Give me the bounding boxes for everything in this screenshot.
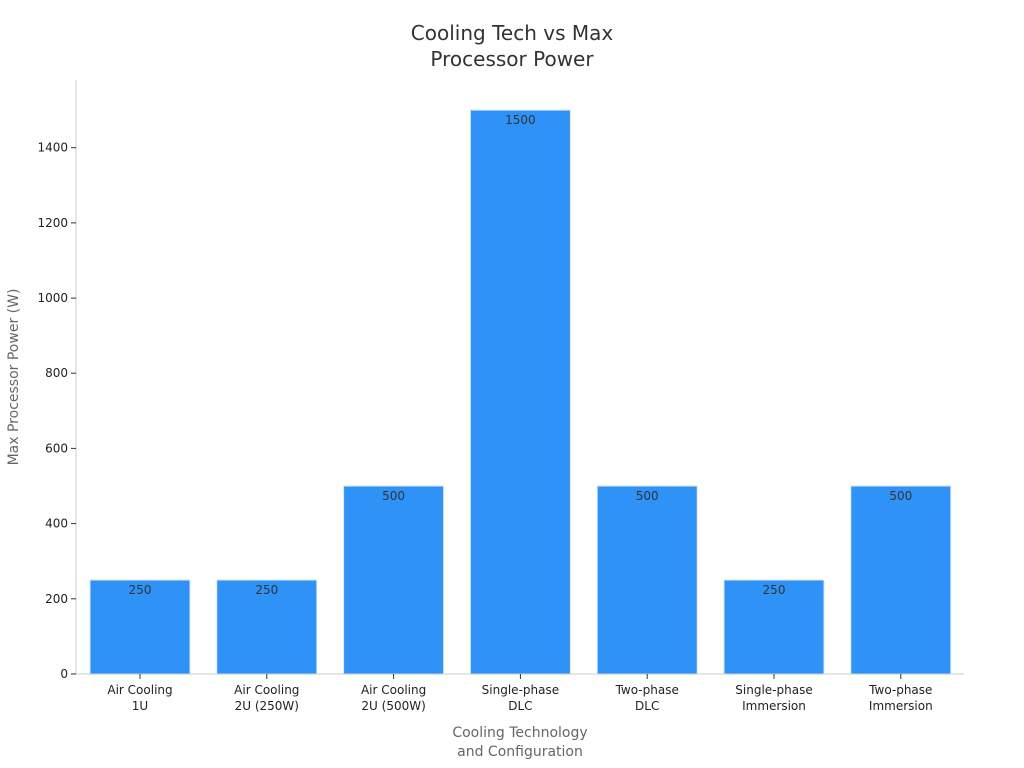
y-tick-label: 1200 bbox=[37, 216, 68, 230]
x-tick-label: DLC bbox=[508, 699, 532, 713]
bar bbox=[596, 485, 698, 675]
x-axis-title-line-2: and Configuration bbox=[457, 744, 583, 760]
data-label: 500 bbox=[636, 489, 659, 503]
data-label: 250 bbox=[255, 583, 278, 597]
y-ticks-group: 0 200 400 600 800 1000 1200 1400 bbox=[37, 141, 76, 681]
y-tick-label: 200 bbox=[45, 592, 68, 606]
x-ticks-group: Air Cooling 1U Air Cooling 2U (250W) Air Coo… bbox=[107, 674, 933, 713]
x-tick-label: Two-phase bbox=[868, 683, 932, 697]
x-tick-label: Two-phase bbox=[615, 683, 679, 697]
x-axis-title: Cooling Technology and Configuration bbox=[452, 725, 587, 760]
bar bbox=[469, 109, 571, 675]
bar bbox=[723, 579, 825, 675]
y-axis-title-text: Max Processor Power (W) bbox=[6, 289, 22, 466]
x-tick-label: Immersion bbox=[869, 699, 933, 713]
y-tick-label: 0 bbox=[60, 667, 68, 681]
data-label: 250 bbox=[763, 583, 786, 597]
chart-title-line-1: Cooling Tech vs Max bbox=[411, 21, 614, 45]
data-labels-group: 250 250 500 1500 500 250 500 bbox=[129, 113, 913, 597]
x-tick-label: Air Cooling bbox=[234, 683, 299, 697]
chart-title: Cooling Tech vs Max Processor Power bbox=[411, 21, 614, 71]
x-tick-label: Immersion bbox=[742, 699, 806, 713]
bar bbox=[216, 579, 318, 675]
x-tick-label: 2U (500W) bbox=[361, 699, 425, 713]
data-label: 500 bbox=[382, 489, 405, 503]
bars-group bbox=[89, 109, 952, 675]
x-tick-label: Air Cooling bbox=[107, 683, 172, 697]
x-tick-label: Single-phase bbox=[735, 683, 812, 697]
x-axis-title-line-1: Cooling Technology bbox=[452, 725, 587, 741]
bar bbox=[850, 485, 952, 675]
x-tick-label: 2U (250W) bbox=[235, 699, 299, 713]
y-tick-label: 600 bbox=[45, 441, 68, 455]
bar bbox=[89, 579, 191, 675]
chart-title-line-2: Processor Power bbox=[430, 47, 594, 71]
x-tick-label: Single-phase bbox=[482, 683, 559, 697]
y-tick-label: 1000 bbox=[37, 291, 68, 305]
x-tick-label: DLC bbox=[635, 699, 659, 713]
y-axis-title: Max Processor Power (W) bbox=[6, 289, 22, 466]
x-tick-label: Air Cooling bbox=[361, 683, 426, 697]
data-label: 1500 bbox=[505, 113, 536, 127]
data-label: 250 bbox=[129, 583, 152, 597]
x-tick-label: 1U bbox=[132, 699, 148, 713]
data-label: 500 bbox=[889, 489, 912, 503]
y-tick-label: 1400 bbox=[37, 141, 68, 155]
y-tick-label: 800 bbox=[45, 366, 68, 380]
bar bbox=[343, 485, 445, 675]
y-tick-label: 400 bbox=[45, 517, 68, 531]
